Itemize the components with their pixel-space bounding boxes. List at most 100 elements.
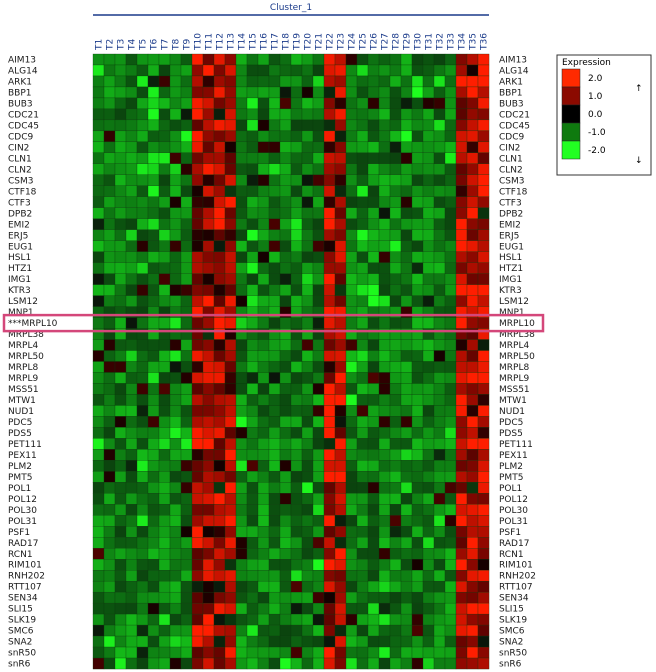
- heatmap-cell: [334, 383, 347, 395]
- heatmap-cell: [235, 427, 248, 439]
- heatmap-cell: [180, 141, 193, 154]
- heatmap-cell: [114, 591, 127, 604]
- heatmap-cell: [367, 559, 380, 571]
- row-label-right: IMG1: [499, 275, 522, 285]
- heatmap-cell: [323, 119, 336, 132]
- heatmap-cell: [389, 559, 402, 571]
- heatmap-cell: [301, 86, 314, 99]
- heatmap-cell: [147, 97, 160, 110]
- heatmap-cell: [158, 141, 171, 154]
- heatmap-cell: [345, 613, 358, 626]
- heatmap-cell: [411, 383, 424, 395]
- heatmap-cell: [268, 174, 281, 186]
- heatmap-cell: [422, 515, 435, 527]
- heatmap-cell: [114, 372, 127, 384]
- heatmap-cell: [301, 646, 314, 659]
- heatmap-cell: [477, 75, 490, 88]
- heatmap-cell: [411, 515, 424, 527]
- heatmap-cell: [345, 284, 358, 296]
- heatmap-cell: [169, 196, 182, 208]
- heatmap-cell: [202, 537, 215, 549]
- heatmap-cell: [411, 559, 424, 571]
- heatmap-cell: [224, 64, 237, 77]
- heatmap-cell: [103, 372, 116, 384]
- heatmap-cell: [103, 624, 116, 637]
- heatmap-cell: [235, 635, 248, 648]
- heatmap-cell: [268, 64, 281, 77]
- heatmap-cell: [378, 284, 391, 296]
- heatmap-cell: [433, 97, 446, 110]
- heatmap-cell: [367, 240, 380, 252]
- heatmap-cell: [367, 295, 380, 307]
- heatmap-cell: [323, 559, 336, 571]
- heatmap-cell: [356, 383, 369, 395]
- heatmap-cell: [290, 97, 303, 110]
- heatmap-cell: [125, 504, 138, 516]
- heatmap-cell: [411, 548, 424, 560]
- heatmap-cell: [224, 372, 237, 384]
- heatmap-cell: [444, 646, 457, 659]
- heatmap-cell: [334, 317, 347, 329]
- heatmap-cell: [180, 515, 193, 527]
- row-label-left: PDC5: [8, 418, 32, 428]
- heatmap-cell: [290, 570, 303, 582]
- heatmap-cell: [246, 635, 259, 648]
- heatmap-cell: [433, 427, 446, 439]
- heatmap-cell: [147, 361, 160, 373]
- heatmap-cell: [202, 141, 215, 154]
- heatmap-cell: [147, 471, 160, 483]
- heatmap-cell: [356, 339, 369, 351]
- heatmap-cell: [389, 537, 402, 549]
- heatmap-cell: [169, 53, 182, 66]
- heatmap-cell: [158, 86, 171, 99]
- heatmap-cell: [345, 75, 358, 88]
- heatmap-cell: [312, 394, 325, 406]
- heatmap-cell: [422, 460, 435, 472]
- heatmap-cell: [257, 559, 270, 571]
- heatmap-cell: [202, 613, 215, 626]
- row-label-right: CTF18: [499, 187, 528, 197]
- heatmap-cell: [312, 284, 325, 296]
- heatmap-cell: [455, 97, 468, 110]
- heatmap-cell: [367, 108, 380, 121]
- heatmap-cell: [433, 229, 446, 241]
- heatmap-cell: [158, 471, 171, 483]
- heatmap-cell: [92, 646, 105, 659]
- heatmap-cell: [444, 141, 457, 154]
- heatmap-cell: [389, 657, 402, 670]
- heatmap-cell: [345, 372, 358, 384]
- heatmap-cell: [400, 635, 413, 648]
- heatmap-cell: [356, 97, 369, 110]
- heatmap-cell: [92, 548, 105, 560]
- heatmap-cell: [279, 537, 292, 549]
- heatmap-cell: [422, 53, 435, 66]
- heatmap-cell: [103, 141, 116, 154]
- heatmap-cell: [213, 86, 226, 99]
- heatmap-cell: [323, 526, 336, 538]
- heatmap-cell: [378, 526, 391, 538]
- heatmap-cell: [125, 262, 138, 274]
- heatmap-cell: [400, 53, 413, 66]
- heatmap-cell: [180, 229, 193, 241]
- heatmap-cell: [103, 493, 116, 505]
- heatmap-cell: [202, 460, 215, 472]
- heatmap-cell: [477, 207, 490, 219]
- heatmap-cell: [180, 361, 193, 373]
- heatmap-cell: [224, 108, 237, 121]
- heatmap-cell: [257, 548, 270, 560]
- legend-swatch: [561, 68, 581, 88]
- row-label-right: CSM3: [499, 176, 525, 186]
- heatmap-cell: [323, 53, 336, 66]
- heatmap-cell: [136, 361, 149, 373]
- heatmap-cell: [356, 152, 369, 165]
- column-label-t25: T25: [359, 33, 369, 51]
- row-label-right: MRPL4: [499, 341, 529, 351]
- heatmap-cell: [345, 295, 358, 307]
- heatmap-cell: [92, 284, 105, 296]
- row-label-right: CTF3: [499, 198, 522, 208]
- heatmap-cell: [92, 273, 105, 285]
- heatmap-cell: [224, 438, 237, 450]
- heatmap-cell: [158, 97, 171, 110]
- heatmap-cell: [202, 416, 215, 428]
- heatmap-cell: [213, 482, 226, 494]
